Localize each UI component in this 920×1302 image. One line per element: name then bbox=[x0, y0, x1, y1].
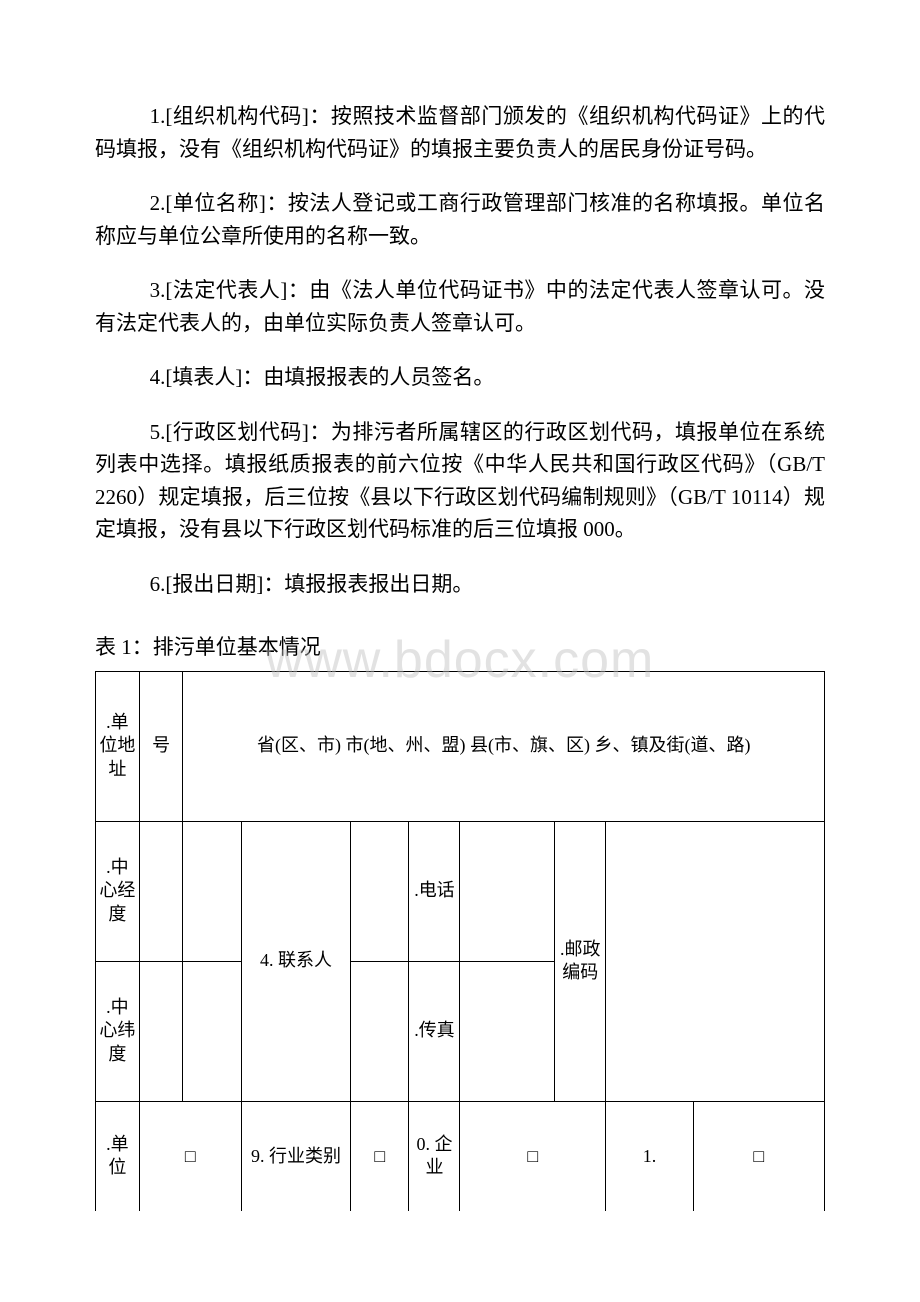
cell-empty bbox=[139, 821, 183, 961]
cell-phone-label: .电话 bbox=[409, 821, 460, 961]
cell-postcode-label: .邮政编码 bbox=[555, 821, 606, 1101]
cell-unit-address-label: .单位地址 bbox=[96, 671, 140, 821]
paragraph-2-text: 2.[单位名称]：按法人登记或工商行政管理部门核准的名称填报。单位名称应与单位公… bbox=[95, 191, 825, 248]
cell-empty bbox=[183, 961, 241, 1101]
cell-center-longitude-label: .中心经度 bbox=[96, 821, 140, 961]
paragraph-6-text: 6.[报出日期]：填报报表报出日期。 bbox=[150, 572, 474, 596]
paragraph-1-text: 1.[组织机构代码]：按照技术监督部门颁发的《组织机构代码证》上的代码填报，没有… bbox=[95, 104, 825, 161]
cell-empty bbox=[351, 821, 409, 961]
cell-empty bbox=[351, 961, 409, 1101]
cell-address-text: 省(区、市) 市(地、州、盟) 县(市、旗、区) 乡、镇及街(道、路) bbox=[183, 671, 825, 821]
table-title: 表 1：排污单位基本情况 bbox=[95, 631, 825, 661]
table-row: .单位地址 号 省(区、市) 市(地、州、盟) 县(市、旗、区) 乡、镇及街(道… bbox=[96, 671, 825, 821]
table-row: .单位 □ 9. 行业类别 □ 0. 企业 □ 1. □ bbox=[96, 1101, 825, 1211]
cell-checkbox: □ bbox=[351, 1101, 409, 1211]
cell-empty bbox=[460, 821, 555, 961]
paragraph-3: 3.[法定代表人]：由《法人单位代码证书》中的法定代表人签章认可。没有法定代表人… bbox=[95, 274, 825, 339]
cell-industry-label: 9. 行业类别 bbox=[241, 1101, 350, 1211]
cell-enterprise-label: 0. 企业 bbox=[409, 1101, 460, 1211]
paragraph-6: 6.[报出日期]：填报报表报出日期。 bbox=[95, 568, 825, 601]
cell-checkbox: □ bbox=[693, 1101, 824, 1211]
form-table: .单位地址 号 省(区、市) 市(地、州、盟) 县(市、旗、区) 乡、镇及街(道… bbox=[95, 671, 825, 1212]
cell-number-label: 号 bbox=[139, 671, 183, 821]
paragraph-5-text: 5.[行政区划代码]：为排污者所属辖区的行政区划代码，填报单位在系统列表中选择。… bbox=[95, 420, 825, 542]
paragraph-4: 4.[填表人]：由填报报表的人员签名。 bbox=[95, 361, 825, 394]
cell-col11-label: 1. bbox=[606, 1101, 693, 1211]
paragraph-1: 1.[组织机构代码]：按照技术监督部门颁发的《组织机构代码证》上的代码填报，没有… bbox=[95, 100, 825, 165]
cell-contact-label: 4. 联系人 bbox=[241, 821, 350, 1101]
cell-checkbox: □ bbox=[460, 1101, 606, 1211]
cell-unit-label: .单位 bbox=[96, 1101, 140, 1211]
cell-empty bbox=[460, 961, 555, 1101]
cell-center-latitude-label: .中心纬度 bbox=[96, 961, 140, 1101]
cell-empty bbox=[606, 821, 825, 1101]
paragraph-2: 2.[单位名称]：按法人登记或工商行政管理部门核准的名称填报。单位名称应与单位公… bbox=[95, 187, 825, 252]
paragraph-5: 5.[行政区划代码]：为排污者所属辖区的行政区划代码，填报单位在系统列表中选择。… bbox=[95, 416, 825, 546]
paragraph-3-text: 3.[法定代表人]：由《法人单位代码证书》中的法定代表人签章认可。没有法定代表人… bbox=[95, 278, 825, 335]
cell-fax-label: .传真 bbox=[409, 961, 460, 1101]
cell-empty bbox=[183, 821, 241, 961]
cell-empty bbox=[139, 961, 183, 1101]
cell-checkbox: □ bbox=[139, 1101, 241, 1211]
table-row: .中心经度 4. 联系人 .电话 .邮政编码 bbox=[96, 821, 825, 961]
paragraph-4-text: 4.[填表人]：由填报报表的人员签名。 bbox=[150, 365, 495, 389]
